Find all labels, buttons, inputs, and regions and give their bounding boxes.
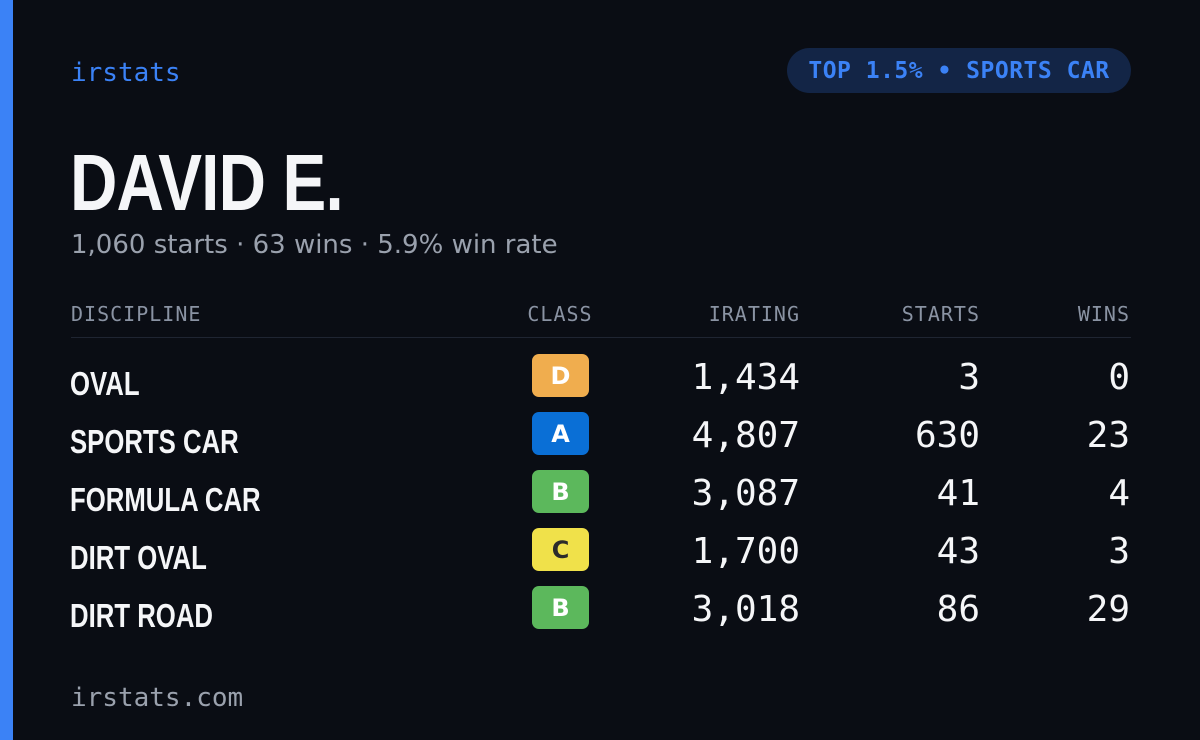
starts-value: 86 <box>936 589 980 630</box>
discipline-name: DIRT OVAL <box>70 539 207 576</box>
driver-summary: 1,060 starts · 63 wins · 5.9% win rate <box>71 230 558 260</box>
column-header-wins: WINS <box>1077 302 1130 326</box>
table-row: DIRT OVAL C 1,700 43 3 <box>0 528 1200 586</box>
wins-value: 23 <box>1086 415 1130 456</box>
discipline-name: SPORTS CAR <box>70 423 239 460</box>
irating-value: 4,807 <box>691 415 800 456</box>
rank-badge: TOP 1.5% • SPORTS CAR <box>787 48 1131 93</box>
irating-value: 1,700 <box>691 531 800 572</box>
irating-value: 1,434 <box>691 357 800 398</box>
footer-url[interactable]: irstats.com <box>71 683 244 713</box>
class-badge: B <box>532 586 589 629</box>
starts-value: 43 <box>936 531 980 572</box>
column-header-discipline: DISCIPLINE <box>71 302 202 326</box>
column-header-irating: IRATING <box>708 302 800 326</box>
column-header-class: CLASS <box>527 302 593 326</box>
table-row: SPORTS CAR A 4,807 630 23 <box>0 412 1200 470</box>
table-row: DIRT ROAD B 3,018 86 29 <box>0 586 1200 644</box>
table-row: FORMULA CAR B 3,087 41 4 <box>0 470 1200 528</box>
starts-value: 41 <box>936 473 980 514</box>
accent-bar <box>0 0 13 740</box>
discipline-name: DIRT ROAD <box>70 597 213 634</box>
header-divider <box>71 337 1131 338</box>
class-badge: C <box>532 528 589 571</box>
starts-value: 3 <box>958 357 980 398</box>
class-badge: B <box>532 470 589 513</box>
driver-name: DAVID E. <box>70 138 344 227</box>
discipline-name: FORMULA CAR <box>70 481 261 518</box>
irating-value: 3,087 <box>691 473 800 514</box>
table-row: OVAL D 1,434 3 0 <box>0 354 1200 412</box>
wins-value: 29 <box>1086 589 1130 630</box>
starts-value: 630 <box>914 415 980 456</box>
discipline-name: OVAL <box>70 365 140 402</box>
class-badge: D <box>532 354 589 397</box>
irating-value: 3,018 <box>691 589 800 630</box>
wins-value: 4 <box>1108 473 1130 514</box>
wins-value: 0 <box>1108 357 1130 398</box>
brand-logo: irstats <box>71 58 181 88</box>
column-header-starts: STARTS <box>901 302 980 326</box>
class-badge: A <box>532 412 589 455</box>
wins-value: 3 <box>1108 531 1130 572</box>
